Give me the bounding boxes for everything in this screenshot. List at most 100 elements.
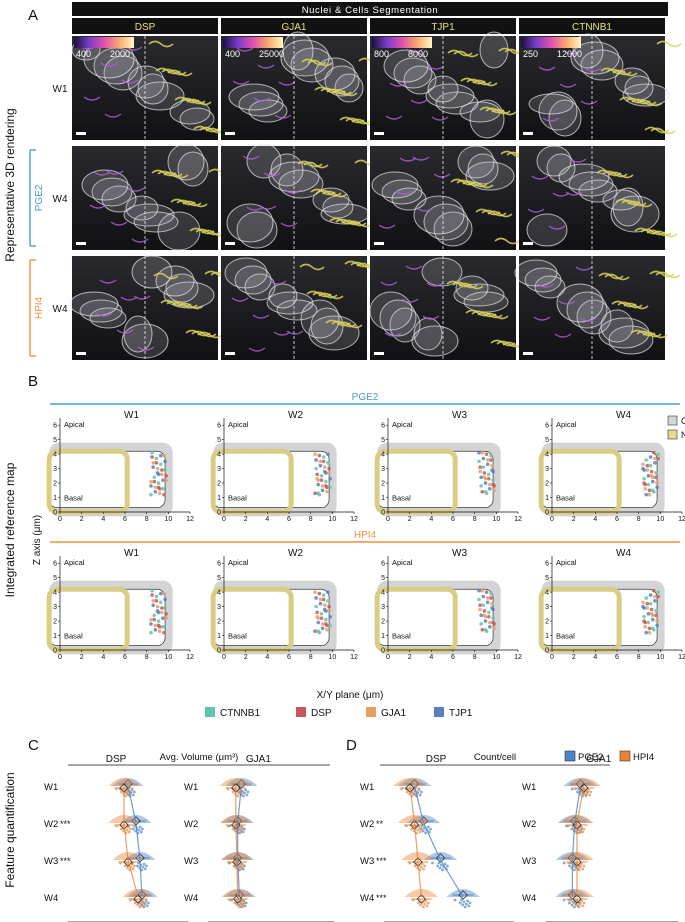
marker-point [314,596,318,600]
marker-point [317,591,322,596]
data-point [577,831,581,835]
mean-marker [405,783,415,793]
data-point [241,904,245,908]
marker-signal [127,187,145,192]
data-point [238,825,242,829]
data-point [241,827,244,831]
apical-label: Apical [64,558,85,567]
data-point [437,861,441,865]
marker-point [149,622,153,626]
significance: *** [60,819,71,829]
column-header [72,18,218,34]
data-point [146,901,150,905]
mean-marker [119,820,129,830]
x-tick-label: 0 [550,516,554,523]
y-tick-label: 3 [217,466,221,473]
cell-outline [155,265,195,297]
x-tick-label: 0 [58,516,62,523]
marker-signal [280,222,298,227]
data-point [589,790,593,794]
data-point [436,864,440,868]
marker-point [652,489,656,494]
marker-point [325,485,329,490]
marker-point [153,627,158,632]
data-point [570,903,574,907]
marker-segment [494,237,520,245]
column-header [221,18,367,34]
marker-point [656,590,660,594]
cell-outline [421,257,463,287]
panel-a-banner [72,2,668,16]
marker-legend: CTNNB1 DSP GJA1 TJP1 [205,707,473,719]
marker-segment [619,96,645,104]
data-point [425,904,429,908]
marker-point [314,458,318,462]
x-tick-label: 12 [350,654,358,661]
cell-outline [334,73,364,103]
y-tick-label: 5 [53,575,57,582]
x-tick-label: 6 [123,654,127,661]
density-curve [566,778,601,786]
group-label: PGE2 [34,184,45,211]
y-tick-label: 6 [53,561,57,568]
marker-point [162,492,166,497]
mean-marker [135,853,145,863]
column-name: GJA1 [281,22,306,33]
marker-point [650,617,655,622]
data-point [462,900,466,904]
marker-signal [252,314,270,319]
mean-marker [131,816,141,826]
marker-point [321,597,326,602]
row-label: W2 [522,819,536,830]
marker-point [491,607,495,612]
marker-point [158,453,163,458]
marker-point [481,465,486,469]
marker-signal [537,283,555,288]
data-point [125,828,129,832]
marker-signal [116,329,134,334]
row-label: W4 [184,893,198,904]
marker-signal [131,238,149,243]
marker-point [314,466,318,471]
data-point [239,902,243,906]
marker-signal [426,282,444,287]
x-tick-label: 4 [429,516,433,523]
x-tick-label: 2 [408,516,412,523]
marker-point [150,450,154,455]
basal-label: Basal [392,631,411,640]
row-label: W4 [53,194,68,205]
marker-point [324,609,328,613]
data-point [242,864,245,868]
data-point [131,827,135,831]
cell-outline [369,291,413,331]
marker-point [650,479,655,484]
colorbar-max: 2000 [110,49,130,59]
x-tick-label: 10 [328,654,336,661]
data-point [420,862,424,866]
y-tick-label: 2 [545,481,549,488]
cell-outline [570,41,620,75]
y-tick-label: 3 [381,604,385,611]
marker-point [489,458,493,462]
cell-outline [457,145,495,179]
marker-segment [151,169,177,177]
panel-b-ylabel: Z axis (μm) [32,515,43,565]
legend-pge2-label: PGE2 [578,752,603,763]
marker-point [480,588,485,593]
marker-point [158,591,163,596]
y-tick-label: 3 [545,604,549,611]
cell-outline [324,65,360,97]
marker-signal [410,99,428,104]
marker-signal [378,224,396,229]
cell-outline [526,213,568,247]
colorbar-max: 12000 [557,49,582,59]
data-point [142,901,146,905]
marker-point [325,627,329,632]
x-tick-label: 2 [572,516,576,523]
apical-label: Apical [392,420,413,429]
marker-point [153,485,158,490]
apical-label: Apical [228,558,249,567]
x-tick-label: 4 [101,516,105,523]
data-point [426,901,430,905]
